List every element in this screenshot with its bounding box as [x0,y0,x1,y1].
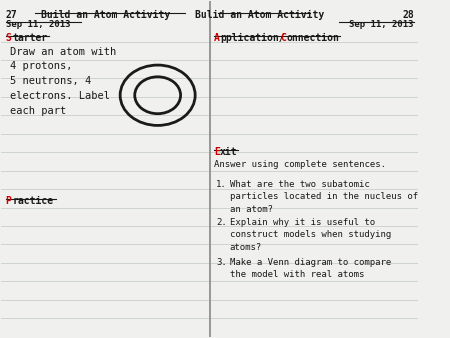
Text: tarter: tarter [13,33,48,43]
Text: xit: xit [219,147,237,157]
Text: C: C [280,33,286,43]
Text: 3.: 3. [216,258,227,267]
Text: ractice: ractice [13,196,54,206]
Text: S: S [5,33,11,43]
Text: onnection: onnection [286,33,339,43]
Text: 2.: 2. [216,218,227,226]
Text: Explain why it is useful to
construct models when studying
atoms?: Explain why it is useful to construct mo… [230,218,391,251]
Text: P: P [5,196,11,206]
Text: Build an Atom Activity: Build an Atom Activity [41,10,170,20]
Text: Answer using complete sentences.: Answer using complete sentences. [214,160,386,169]
Text: A: A [214,33,220,43]
Text: Bulid an Atom Activity: Bulid an Atom Activity [195,10,324,20]
Text: E: E [214,147,220,157]
Text: Make a Venn diagram to compare
the model with real atoms: Make a Venn diagram to compare the model… [230,258,391,279]
Text: Sep 11, 2013: Sep 11, 2013 [5,20,70,29]
Text: pplication/: pplication/ [220,33,285,43]
Text: 1.: 1. [216,180,227,189]
Text: 28: 28 [402,10,414,20]
Text: Sep 11, 2013: Sep 11, 2013 [350,20,414,29]
Text: Draw an atom with
4 protons,
5 neutrons, 4
electrons. Label
each part: Draw an atom with 4 protons, 5 neutrons,… [10,47,116,116]
Text: What are the two subatomic
particles located in the nucleus of
an atom?: What are the two subatomic particles loc… [230,180,418,214]
Text: 27: 27 [5,10,17,20]
